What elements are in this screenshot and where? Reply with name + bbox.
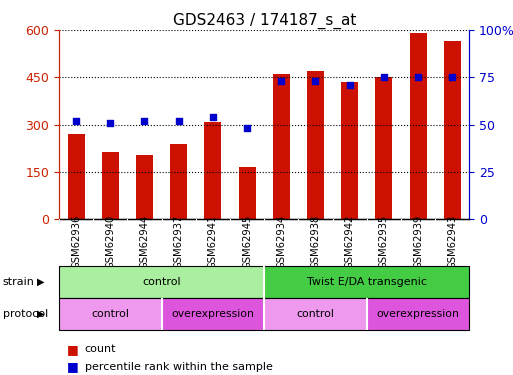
Text: control: control: [91, 309, 129, 319]
Text: count: count: [85, 345, 116, 354]
Point: [380, 74, 388, 80]
Bar: [409, 33, 427, 219]
Point: [414, 74, 422, 80]
Point: [448, 74, 457, 80]
Point: [243, 126, 251, 132]
Text: ■: ■: [67, 360, 78, 373]
Point: [346, 82, 354, 88]
Bar: [239, 167, 255, 219]
Text: overexpression: overexpression: [377, 309, 460, 319]
Text: percentile rank within the sample: percentile rank within the sample: [85, 362, 272, 372]
Text: GSM62941: GSM62941: [208, 214, 218, 269]
Point: [209, 114, 217, 120]
Bar: [264, 298, 367, 330]
Point: [141, 118, 149, 124]
Point: [72, 118, 80, 124]
Text: ■: ■: [67, 343, 78, 356]
Bar: [204, 122, 222, 219]
Text: control: control: [297, 309, 334, 319]
Text: GSM62934: GSM62934: [277, 215, 286, 269]
Bar: [68, 134, 85, 219]
Text: overexpression: overexpression: [171, 309, 254, 319]
Bar: [264, 266, 469, 298]
Point: [106, 120, 114, 126]
Bar: [136, 154, 153, 219]
Text: GSM62945: GSM62945: [242, 214, 252, 269]
Text: control: control: [142, 277, 181, 287]
Bar: [102, 152, 119, 219]
Text: GSM62935: GSM62935: [379, 214, 389, 269]
Point: [174, 118, 183, 124]
Bar: [307, 71, 324, 219]
Bar: [376, 77, 392, 219]
Point: [277, 78, 285, 84]
Text: GSM62943: GSM62943: [447, 215, 457, 269]
Bar: [59, 266, 264, 298]
Text: ▶: ▶: [37, 309, 45, 319]
Bar: [367, 298, 469, 330]
Bar: [273, 74, 290, 219]
Bar: [170, 144, 187, 219]
Point: [311, 78, 320, 84]
Text: GSM62944: GSM62944: [140, 215, 149, 269]
Text: Twist E/DA transgenic: Twist E/DA transgenic: [307, 277, 427, 287]
Bar: [444, 41, 461, 219]
Text: GSM62938: GSM62938: [310, 215, 321, 269]
Text: GSM62942: GSM62942: [345, 214, 354, 269]
Text: protocol: protocol: [3, 309, 48, 319]
Bar: [59, 298, 162, 330]
Text: strain: strain: [3, 277, 34, 287]
Text: ▶: ▶: [37, 277, 45, 287]
Text: GSM62939: GSM62939: [413, 214, 423, 269]
Text: GSM62937: GSM62937: [174, 214, 184, 269]
Text: GSM62940: GSM62940: [105, 215, 115, 269]
Bar: [341, 82, 358, 219]
Bar: [162, 298, 264, 330]
Text: GSM62936: GSM62936: [71, 214, 81, 269]
Title: GDS2463 / 174187_s_at: GDS2463 / 174187_s_at: [172, 12, 356, 28]
